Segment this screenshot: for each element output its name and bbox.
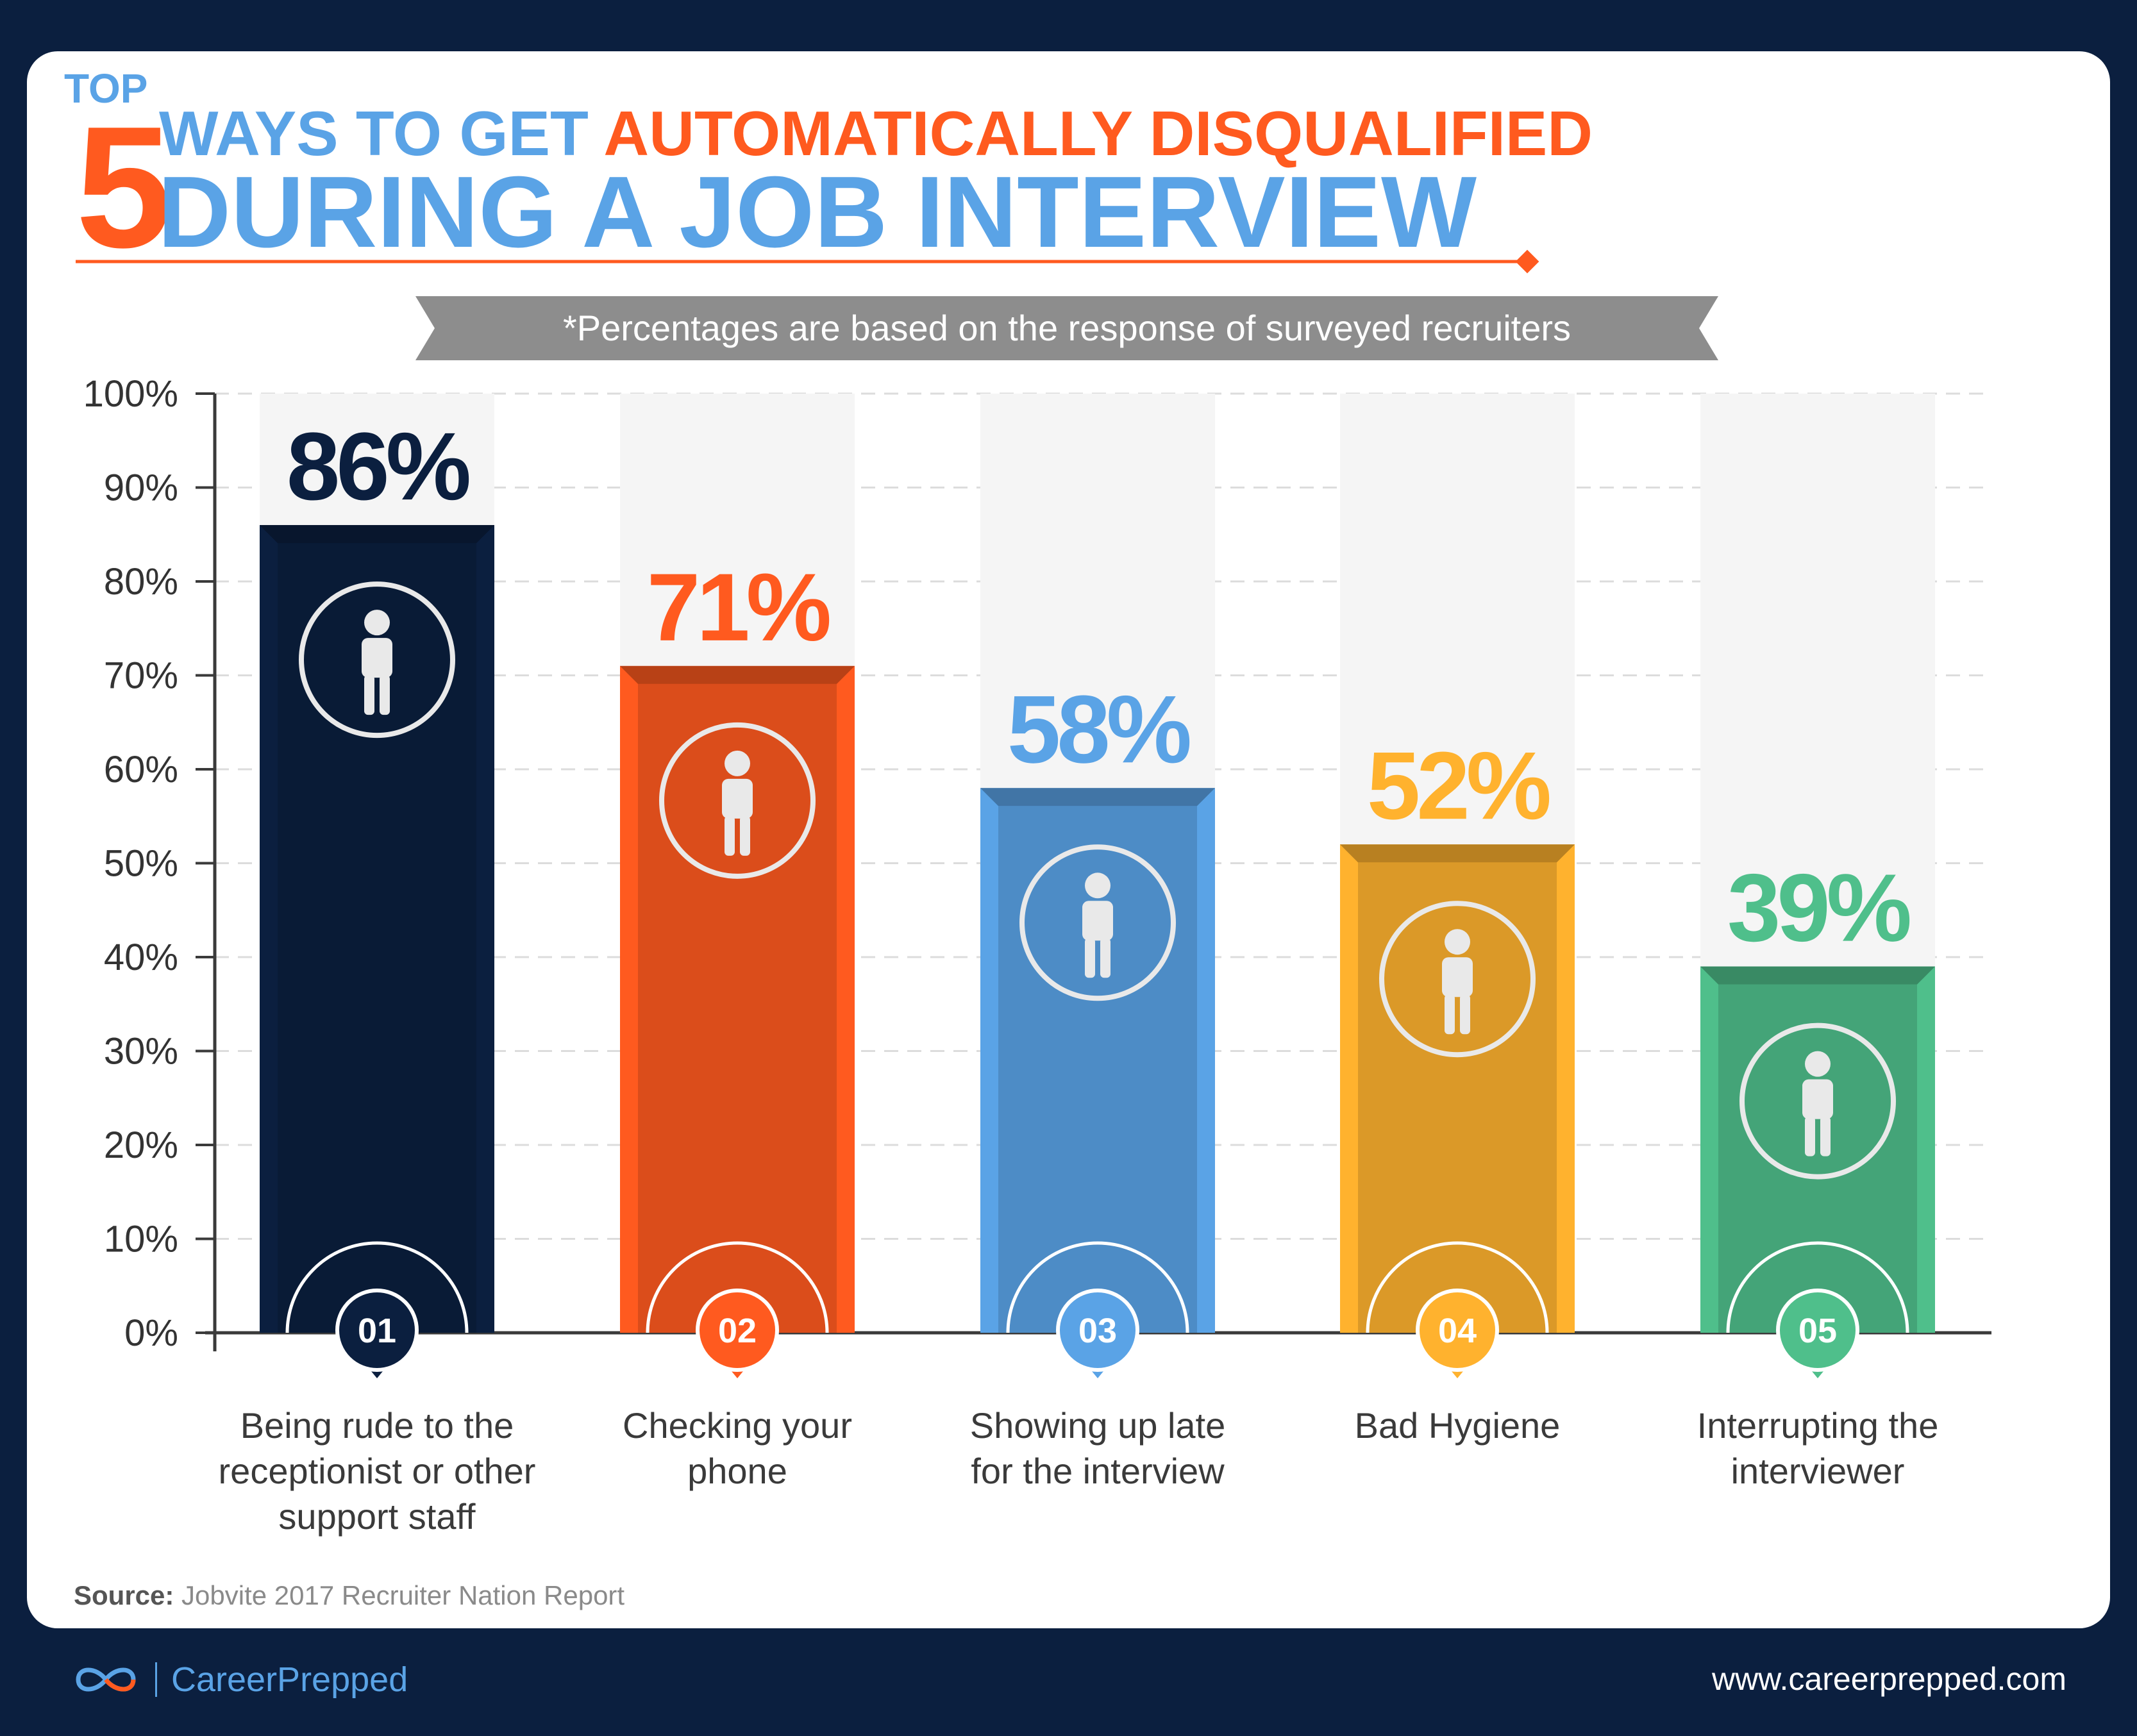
category-label-line: interviewer [1731, 1451, 1905, 1491]
category-label: Checking your phone [623, 1405, 852, 1491]
footer-brand[interactable]: CareerPrepped [71, 1654, 408, 1705]
y-tick-label: 0% [124, 1312, 178, 1354]
title-underline-diamond [1515, 249, 1539, 274]
category-label-line: Being rude to the [240, 1405, 514, 1446]
footer-url-link[interactable]: www.careerprepped.com [1711, 1661, 2066, 1697]
person-with-phone-icon [659, 722, 816, 879]
y-axis-ticks: 0% 10% 20% 30% 40% 50% 60% 70% 80% 90% 100% [83, 373, 215, 1354]
badge-pin: 02 [696, 1289, 779, 1378]
y-tick-label: 30% [104, 1031, 178, 1072]
bar-top-bevel [620, 665, 855, 684]
category-label: Interrupting the interviewer [1697, 1405, 1939, 1491]
badge [1006, 1241, 1189, 1333]
note-ribbon: *Percentages are based on the response o… [415, 296, 1718, 360]
category-label: Showing up late for the interview [970, 1405, 1226, 1491]
value-label: 71% [647, 553, 830, 661]
title-top-word: TOP [64, 65, 147, 112]
title-line1: WAYS TO GET AUTOMATICALLY DISQUALIFIED [159, 98, 1593, 169]
bars: 86% 71% 58% 52% 39% [260, 394, 1935, 1333]
y-tick-label: 100% [83, 373, 178, 415]
badge [285, 1241, 469, 1333]
badge [1366, 1241, 1549, 1333]
category-label-line: Interrupting the [1697, 1405, 1939, 1446]
note-ribbon-shape [415, 296, 1718, 360]
interview-meeting-icon [1739, 1022, 1896, 1180]
y-tick-label: 10% [104, 1219, 178, 1260]
title-line2: DURING A JOB INTERVIEW [158, 156, 1477, 269]
bar-face [998, 806, 1197, 1333]
careerprepped-logo-icon [76, 1667, 136, 1692]
bar-top-bevel [980, 788, 1215, 806]
badge-number: 05 [1798, 1312, 1837, 1350]
category-label-line: support staff [278, 1496, 476, 1537]
source-text: Jobvite 2017 Recruiter Nation Report [181, 1580, 624, 1610]
badge-pin: 01 [335, 1289, 419, 1378]
bar-top-bevel [260, 525, 494, 544]
y-tick-label: 90% [104, 467, 178, 509]
bar-face [278, 543, 476, 1333]
category-label-line: receptionist or other [219, 1451, 536, 1491]
value-label: 52% [1367, 731, 1550, 839]
badge-number: 02 [718, 1312, 757, 1350]
title-line1-a: WAYS TO GET [159, 98, 603, 169]
bar-face [1358, 862, 1557, 1333]
y-tick-label: 50% [104, 843, 178, 885]
y-tick-label: 60% [104, 749, 178, 790]
y-tick-label: 40% [104, 937, 178, 978]
badge [1726, 1241, 1909, 1333]
bar-face [1718, 984, 1917, 1333]
badge-pin: 03 [1056, 1289, 1139, 1378]
badges: 01 02 03 04 05 [285, 1241, 1909, 1378]
category-label-line: Checking your [623, 1405, 852, 1446]
value-label: 86% [287, 412, 469, 520]
note-text: *Percentages are based on the response o… [563, 308, 1571, 348]
title-block: TOP 5 WAYS TO GET AUTOMATICALLY DISQUALI… [64, 65, 1593, 284]
smelly-person-icon [1379, 901, 1536, 1058]
badge-number: 04 [1438, 1312, 1477, 1350]
x-axis-labels: Being rude to the receptionist or other su… [219, 1405, 1939, 1537]
category-label-line: Bad Hygiene [1355, 1405, 1561, 1446]
title-line1-b: AUTOMATICALLY DISQUALIFIED [603, 98, 1593, 169]
category-label-line: for the interview [971, 1451, 1225, 1491]
value-label: 58% [1007, 675, 1190, 783]
badge-number: 03 [1078, 1312, 1117, 1350]
angry-businessman-icon [299, 581, 455, 739]
y-tick-label: 70% [104, 655, 178, 697]
category-label: Being rude to the receptionist or other su… [219, 1405, 536, 1537]
category-label-line: Showing up late [970, 1405, 1226, 1446]
bar-top-bevel [1340, 844, 1575, 863]
bar-top-bevel [1700, 966, 1935, 985]
category-label-line: phone [687, 1451, 787, 1491]
badge-pin: 05 [1776, 1289, 1859, 1378]
value-label: 39% [1727, 854, 1910, 962]
brand-name: CareerPrepped [171, 1660, 408, 1699]
category-label: Bad Hygiene [1355, 1405, 1561, 1446]
bar-face [638, 683, 837, 1333]
badge-number: 01 [358, 1312, 396, 1350]
badge [646, 1241, 829, 1333]
y-tick-label: 20% [104, 1124, 178, 1166]
badge-pin: 04 [1416, 1289, 1499, 1378]
source-label: Source: [74, 1580, 174, 1610]
title-number: 5 [76, 91, 172, 284]
brand-separator [155, 1662, 157, 1697]
source-line: Source: Jobvite 2017 Recruiter Nation Re… [74, 1580, 624, 1610]
y-tick-label: 80% [104, 561, 178, 603]
running-late-clock-icon [1019, 844, 1176, 1001]
